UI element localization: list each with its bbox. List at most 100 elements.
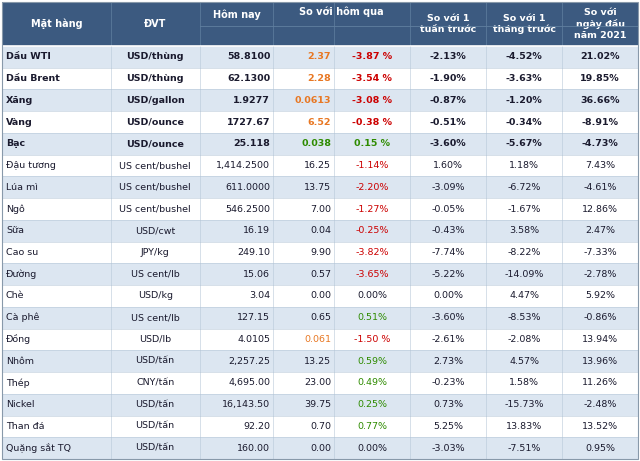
- Text: -2.78%: -2.78%: [583, 270, 617, 279]
- Text: -7.33%: -7.33%: [583, 248, 617, 257]
- Text: 2.73%: 2.73%: [433, 357, 463, 366]
- Text: So với
ngày đầu
năm 2021: So với ngày đầu năm 2021: [573, 8, 627, 40]
- Text: 1727.67: 1727.67: [227, 118, 270, 127]
- Text: 12.86%: 12.86%: [582, 205, 618, 213]
- Text: So với hôm qua: So với hôm qua: [300, 6, 384, 17]
- Text: -8.91%: -8.91%: [582, 118, 618, 127]
- Text: -4.52%: -4.52%: [506, 53, 542, 61]
- Text: -0.43%: -0.43%: [431, 226, 465, 235]
- Text: USD/gallon: USD/gallon: [126, 96, 184, 105]
- Text: -1.67%: -1.67%: [508, 205, 541, 213]
- Text: USD/tấn: USD/tấn: [136, 357, 175, 366]
- Text: -3.08 %: -3.08 %: [352, 96, 392, 105]
- Text: 4.47%: 4.47%: [509, 291, 539, 301]
- Bar: [2, 285, 638, 307]
- Text: -0.34%: -0.34%: [506, 118, 542, 127]
- Bar: [2, 350, 638, 372]
- Text: US cent/bushel: US cent/bushel: [119, 161, 191, 170]
- Text: -5.67%: -5.67%: [506, 139, 542, 148]
- Text: Đậu tương: Đậu tương: [6, 161, 56, 170]
- Text: 15.06: 15.06: [243, 270, 270, 279]
- Text: 546.2500: 546.2500: [225, 205, 270, 213]
- Bar: [2, 2, 638, 46]
- Text: Than đá: Than đá: [6, 422, 45, 431]
- Bar: [2, 415, 638, 437]
- Bar: [2, 307, 638, 329]
- Text: 0.00: 0.00: [310, 291, 331, 301]
- Text: -14.09%: -14.09%: [504, 270, 544, 279]
- Text: JPY/kg: JPY/kg: [141, 248, 170, 257]
- Text: 3.04: 3.04: [249, 291, 270, 301]
- Text: 0.51%: 0.51%: [357, 313, 387, 322]
- Text: -0.87%: -0.87%: [429, 96, 467, 105]
- Text: -2.20%: -2.20%: [355, 183, 388, 192]
- Text: -0.05%: -0.05%: [431, 205, 465, 213]
- Text: CNY/tấn: CNY/tấn: [136, 378, 174, 387]
- Text: 1.18%: 1.18%: [509, 161, 539, 170]
- Text: -3.60%: -3.60%: [429, 139, 467, 148]
- Text: 127.15: 127.15: [237, 313, 270, 322]
- Text: 2.37: 2.37: [308, 53, 331, 61]
- Bar: [2, 133, 638, 155]
- Text: Đồng: Đồng: [6, 334, 31, 344]
- Text: -3.63%: -3.63%: [506, 74, 542, 83]
- Text: USD/kg: USD/kg: [138, 291, 173, 301]
- Text: So với 1
tháng trước: So với 1 tháng trước: [493, 14, 556, 35]
- Bar: [2, 372, 638, 394]
- Bar: [2, 198, 638, 220]
- Text: USD/ounce: USD/ounce: [126, 139, 184, 148]
- Text: 58.8100: 58.8100: [227, 53, 270, 61]
- Text: Lúa mì: Lúa mì: [6, 183, 38, 192]
- Bar: [2, 89, 638, 111]
- Text: USD/tấn: USD/tấn: [136, 422, 175, 431]
- Text: Bạc: Bạc: [6, 139, 25, 148]
- Text: 3.58%: 3.58%: [509, 226, 539, 235]
- Text: USD/tấn: USD/tấn: [136, 400, 175, 409]
- Text: -3.65%: -3.65%: [355, 270, 388, 279]
- Text: 5.92%: 5.92%: [585, 291, 615, 301]
- Text: 0.00: 0.00: [310, 443, 331, 453]
- Text: USD/thùng: USD/thùng: [127, 53, 184, 61]
- Text: 0.0613: 0.0613: [294, 96, 331, 105]
- Text: 4,695.00: 4,695.00: [228, 378, 270, 387]
- Text: 21.02%: 21.02%: [580, 53, 620, 61]
- Text: 0.038: 0.038: [301, 139, 331, 148]
- Text: -3.87 %: -3.87 %: [352, 53, 392, 61]
- Text: 13.94%: 13.94%: [582, 335, 618, 344]
- Text: Cà phê: Cà phê: [6, 313, 40, 322]
- Bar: [2, 242, 638, 263]
- Text: Quặng sắt TQ: Quặng sắt TQ: [6, 443, 71, 453]
- Text: 5.25%: 5.25%: [433, 422, 463, 431]
- Text: -2.48%: -2.48%: [583, 400, 617, 409]
- Text: -2.61%: -2.61%: [431, 335, 465, 344]
- Text: 4.57%: 4.57%: [509, 357, 539, 366]
- Text: Thép: Thép: [6, 378, 29, 388]
- Text: Sữa: Sữa: [6, 226, 24, 235]
- Bar: [2, 155, 638, 177]
- Bar: [2, 46, 638, 68]
- Text: 1,414.2500: 1,414.2500: [216, 161, 270, 170]
- Text: 0.95%: 0.95%: [585, 443, 615, 453]
- Text: USD/cwt: USD/cwt: [135, 226, 175, 235]
- Text: -8.53%: -8.53%: [508, 313, 541, 322]
- Text: 2.47%: 2.47%: [585, 226, 615, 235]
- Text: -0.51%: -0.51%: [429, 118, 467, 127]
- Text: -3.60%: -3.60%: [431, 313, 465, 322]
- Text: 39.75: 39.75: [304, 400, 331, 409]
- Text: 23.00: 23.00: [304, 378, 331, 387]
- Text: 13.83%: 13.83%: [506, 422, 542, 431]
- Text: -5.22%: -5.22%: [431, 270, 465, 279]
- Text: US cent/lb: US cent/lb: [131, 313, 180, 322]
- Text: 611.0000: 611.0000: [225, 183, 270, 192]
- Text: 1.9277: 1.9277: [234, 96, 270, 105]
- Text: -15.73%: -15.73%: [504, 400, 544, 409]
- Text: US cent/bushel: US cent/bushel: [119, 183, 191, 192]
- Text: -4.73%: -4.73%: [582, 139, 618, 148]
- Text: 0.061: 0.061: [304, 335, 331, 344]
- Text: 62.1300: 62.1300: [227, 74, 270, 83]
- Text: -0.38 %: -0.38 %: [352, 118, 392, 127]
- Text: So với 1
tuần trước: So với 1 tuần trước: [420, 14, 476, 34]
- Text: -0.25%: -0.25%: [355, 226, 388, 235]
- Text: 0.49%: 0.49%: [357, 378, 387, 387]
- Text: USD/tấn: USD/tấn: [136, 443, 175, 453]
